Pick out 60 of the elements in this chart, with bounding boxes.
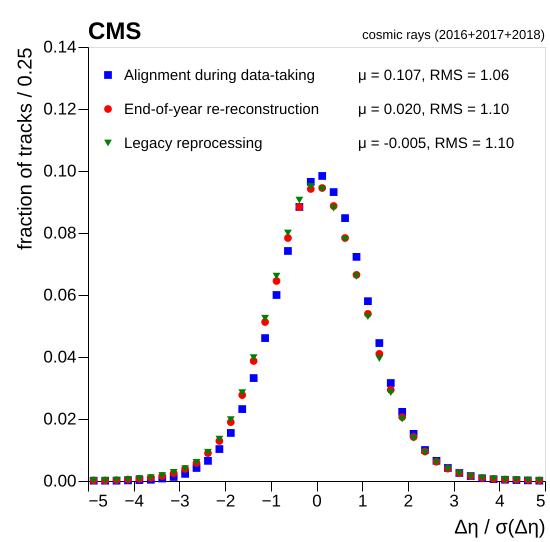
x-tick-label: 3 [449,492,459,510]
point [272,291,280,299]
point [386,389,395,396]
x-tick-label: −3 [170,492,190,510]
y-axis-title: fraction of tracks / 0.25 [14,48,36,250]
point [272,272,280,280]
x-tick-label: −2 [216,492,236,510]
chart-subtitle: cosmic rays (2016+2017+2018) [362,27,545,42]
annotation: μ = 0.107, RMS = 1.06 [358,67,510,84]
point [284,234,292,242]
legend-label: End-of-year re-reconstruction [124,101,320,118]
point [250,354,258,361]
legend-label: Alignment during data-taking [124,67,315,84]
x-tick-label: 0 [312,492,322,510]
point [226,416,235,423]
x-tick-label: −5 [88,492,108,510]
point [398,416,406,422]
y-tick-label: 0.08 [43,224,76,242]
x-tick-label: 1 [358,492,368,510]
y-tick-label: 0.14 [43,38,76,56]
point [386,379,395,387]
y-tick-label: 0.10 [43,162,76,180]
point [341,214,349,222]
point [238,389,246,396]
point [284,247,292,255]
point [261,314,269,322]
x-tick-label: 2 [404,492,414,510]
point [306,183,315,190]
x-tick-label: 5 [536,492,546,510]
point [364,297,372,306]
annotation: μ = 0.020, RMS = 1.10 [358,101,510,118]
point [261,334,269,342]
point [330,204,338,212]
point [272,277,280,285]
point [375,339,384,347]
x-tick-label: −1 [262,492,281,510]
x-tick-label: −4 [124,492,144,510]
x-axis-title: Δη / σ(Δη) [454,516,546,538]
point [216,445,224,453]
y-tick-label: 0.02 [43,410,76,428]
point [250,374,258,382]
legend-label: Legacy reprocessing [124,135,262,152]
point [375,355,384,362]
point [330,188,338,196]
y-tick-label: 0.12 [43,100,76,118]
point [318,172,326,180]
point [204,456,212,465]
point [226,429,235,437]
point [364,313,372,320]
point [284,230,292,236]
point [352,273,360,280]
y-tick-label: 0.04 [43,348,76,366]
annotation: μ = -0.005, RMS = 1.10 [358,135,514,152]
chart-title: CMS [88,18,142,45]
y-tick-label: 0.06 [43,286,76,304]
y-tick-label: 0.00 [43,472,76,490]
point [295,196,304,204]
point [238,405,246,413]
point [352,252,360,261]
x-tick-label: 4 [495,492,505,510]
